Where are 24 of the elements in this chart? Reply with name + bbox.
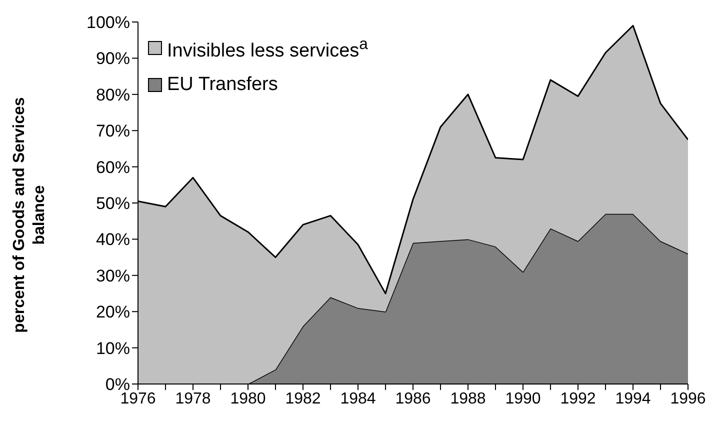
x-tick-label: 1986 [395,390,431,408]
y-tick-label: 20% [96,302,130,322]
y-axis-title: percent of Goods and Services balance [10,96,49,335]
y-tick-label: 70% [96,122,130,141]
y-tick-label: 90% [96,49,130,68]
y-tick-label: 60% [96,158,130,177]
x-tick-label: 1992 [560,390,596,408]
x-tick-label: 1996 [670,390,706,408]
legend-label: Invisibles less services$^{a}$ [167,35,368,64]
x-tick-label: 1982 [285,390,321,408]
x-tick-label: 1990 [505,390,541,408]
legend-label: EU Transfers [167,73,278,98]
y-tick-label: 50% [96,194,130,214]
x-tick-label: 1978 [175,390,211,408]
x-tick-label: 1984 [340,390,376,408]
y-tick-label: 80% [96,85,130,104]
x-tick-label: 1980 [230,390,266,408]
y-tick-label: 40% [96,230,130,250]
y-tick-label: 10% [96,338,130,358]
y-tick-label: 30% [96,266,130,286]
x-tick-label: 1988 [450,390,486,408]
x-tick-label: 1976 [120,390,156,408]
x-tick-label: 1994 [615,390,651,408]
y-tick-label: 100% [86,13,130,32]
